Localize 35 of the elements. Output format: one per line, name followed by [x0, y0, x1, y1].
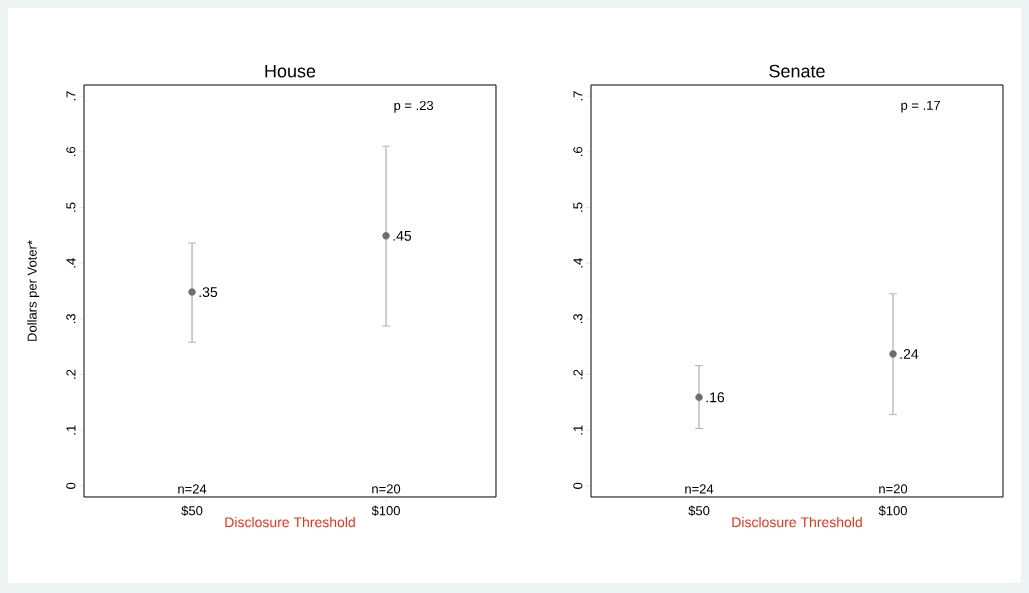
y-axis-title: Dollars per Voter*	[27, 240, 40, 341]
y-tick-label: .3	[573, 313, 583, 324]
annotation: p = .23	[394, 100, 434, 113]
x-axis-title: Disclosure Threshold	[732, 516, 862, 528]
data-label: .45	[393, 230, 412, 241]
y-tick-label: .6	[66, 146, 76, 157]
x-tick-label: $100	[371, 505, 400, 517]
y-tick-label: .6	[573, 146, 583, 157]
data-label: .16	[706, 392, 725, 403]
y-tick-label: .3	[66, 313, 76, 324]
x-tick-label: $100	[878, 505, 907, 517]
y-tick-label: .4	[66, 258, 76, 268]
annotation: p = .17	[901, 100, 940, 113]
x-tick-label: $50	[688, 505, 710, 517]
annotation: n=24	[685, 484, 714, 494]
x-tick-label: $50	[181, 505, 203, 517]
chart-title: House	[265, 64, 316, 78]
y-tick-label: .7	[573, 91, 583, 101]
y-tick-label: .2	[66, 369, 76, 379]
y-tick-label: 0	[66, 482, 76, 489]
y-tick-label: .1	[66, 425, 76, 435]
y-tick-label: 0	[573, 482, 583, 489]
y-tick-label: .4	[573, 258, 583, 268]
y-tick-label: .5	[573, 202, 583, 212]
data-label: .24	[900, 349, 919, 359]
annotation: n=20	[372, 484, 401, 494]
y-tick-label: .2	[573, 369, 583, 379]
y-tick-label: .7	[66, 91, 76, 101]
annotation: n=24	[178, 484, 207, 494]
y-tick-label: .1	[573, 425, 583, 435]
annotation: n=20	[879, 484, 908, 494]
chart-title: Senate	[769, 64, 825, 78]
x-axis-title: Disclosure Threshold	[225, 516, 355, 528]
data-label: .35	[199, 287, 218, 298]
y-tick-label: .5	[66, 202, 76, 212]
